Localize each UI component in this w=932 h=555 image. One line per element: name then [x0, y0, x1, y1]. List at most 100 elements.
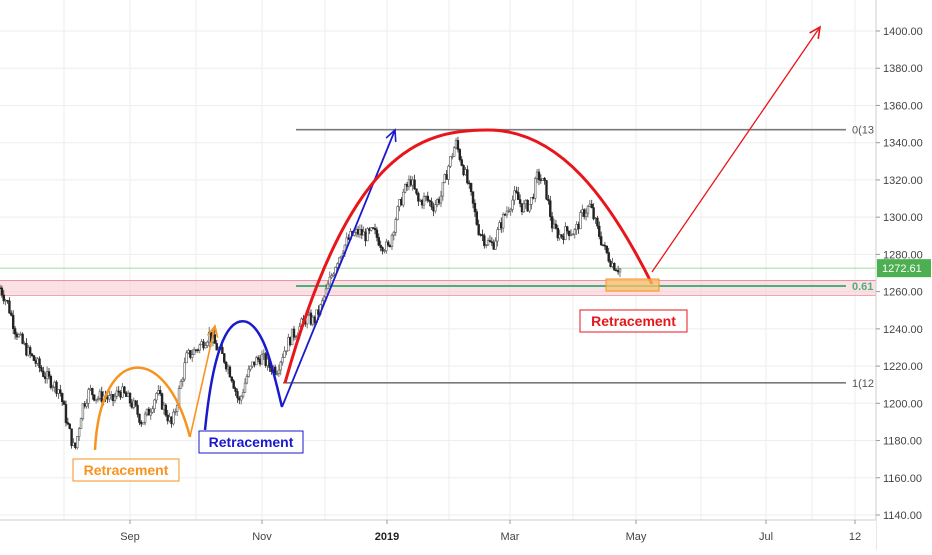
candle-body	[153, 399, 156, 410]
candle-body	[10, 312, 13, 316]
candle-body	[158, 390, 162, 395]
candle-body	[567, 230, 571, 236]
candle-body	[241, 392, 245, 397]
candle-body	[579, 212, 582, 230]
candle-body	[575, 224, 578, 230]
candle-body	[175, 404, 179, 412]
candle-body	[166, 414, 169, 422]
candle-body	[106, 396, 109, 400]
candle-body	[30, 353, 34, 356]
x-tick-label: May	[626, 531, 647, 543]
candle-body	[126, 392, 130, 397]
candle-body	[247, 368, 250, 377]
candle-body	[70, 428, 73, 446]
target-box	[605, 278, 660, 292]
candle-body	[53, 381, 56, 388]
candle-body	[486, 240, 490, 246]
retracement-label[interactable]: Retracement	[72, 458, 180, 482]
candle-body	[509, 209, 512, 212]
candle-body	[507, 210, 511, 213]
candle-body	[230, 376, 233, 382]
candle-body	[460, 159, 463, 166]
candle-body	[162, 404, 166, 410]
candle-body	[289, 337, 292, 346]
candle-body	[155, 393, 158, 401]
candle-body	[338, 257, 341, 265]
candle-body	[145, 408, 149, 415]
candle-body	[541, 178, 544, 181]
annotations[interactable]: Retracement Retracement Retracement	[72, 309, 688, 482]
candle-body	[462, 165, 465, 176]
candle-body	[347, 237, 350, 240]
retracement-label[interactable]: Retracement	[579, 309, 688, 333]
candle-body	[226, 366, 230, 370]
candle-body	[266, 358, 269, 366]
blue-arrow-line	[281, 129, 396, 408]
candle-body	[224, 362, 228, 370]
candle-body	[191, 354, 194, 358]
candle-body	[464, 169, 467, 176]
candle-body	[415, 188, 418, 194]
candle-body	[522, 203, 526, 213]
fib-level-label: 0.61	[852, 281, 873, 293]
candle-body	[42, 370, 45, 377]
candle-body	[370, 227, 373, 231]
candle-body	[549, 200, 552, 217]
candle-body	[562, 236, 565, 241]
candle-body	[605, 245, 609, 253]
candle-body	[330, 275, 333, 278]
candle-body	[445, 174, 448, 180]
red-arc	[283, 128, 654, 384]
candle-body	[260, 354, 264, 365]
candle-body	[15, 333, 19, 338]
arrow-head	[809, 25, 822, 39]
candle-body	[492, 242, 495, 250]
candle-body	[345, 237, 348, 246]
retracement-label-box	[198, 430, 304, 454]
candle-body	[281, 357, 284, 363]
retracement-label-text: Retracement	[209, 434, 294, 450]
candle-body	[213, 334, 217, 344]
candle-body	[17, 334, 21, 338]
candle-body	[469, 183, 473, 193]
candle-body	[532, 197, 535, 199]
candle-body	[451, 156, 454, 158]
candle-body	[452, 147, 456, 157]
candle-body	[94, 398, 98, 401]
y-tick-label: 1220.00	[883, 361, 923, 373]
candle-body	[403, 184, 407, 193]
candle-body	[40, 367, 43, 372]
candle-body	[307, 312, 311, 316]
candle-body	[528, 204, 531, 212]
candle-body	[93, 394, 96, 401]
candle-body	[607, 252, 610, 262]
candle-body	[64, 404, 68, 423]
candle-body	[134, 400, 137, 406]
candle-body	[74, 442, 77, 449]
candle-body	[290, 328, 294, 346]
candle-body	[552, 223, 556, 229]
candle-body	[383, 250, 386, 252]
candle-body	[411, 179, 414, 186]
drawings[interactable]	[93, 25, 822, 451]
fib-retracement[interactable]: 0(13 0.61 1(12	[283, 125, 874, 390]
candle-body	[192, 349, 196, 355]
candle-body	[407, 179, 411, 187]
y-tick-label: 1240.00	[883, 324, 923, 336]
y-tick-label: 1320.00	[883, 175, 923, 187]
candle-body	[179, 381, 183, 389]
retracement-label[interactable]: Retracement	[198, 430, 304, 454]
candle-body	[611, 262, 614, 267]
candle-body	[19, 333, 22, 336]
candle-body	[356, 229, 360, 235]
candle-body	[477, 224, 480, 235]
candle-body	[524, 200, 527, 205]
candle-body	[130, 402, 134, 408]
candle-body	[354, 229, 358, 233]
candle-body	[594, 217, 597, 220]
candle-body	[256, 357, 260, 360]
candle-body	[443, 174, 446, 183]
candle-body	[100, 391, 103, 402]
